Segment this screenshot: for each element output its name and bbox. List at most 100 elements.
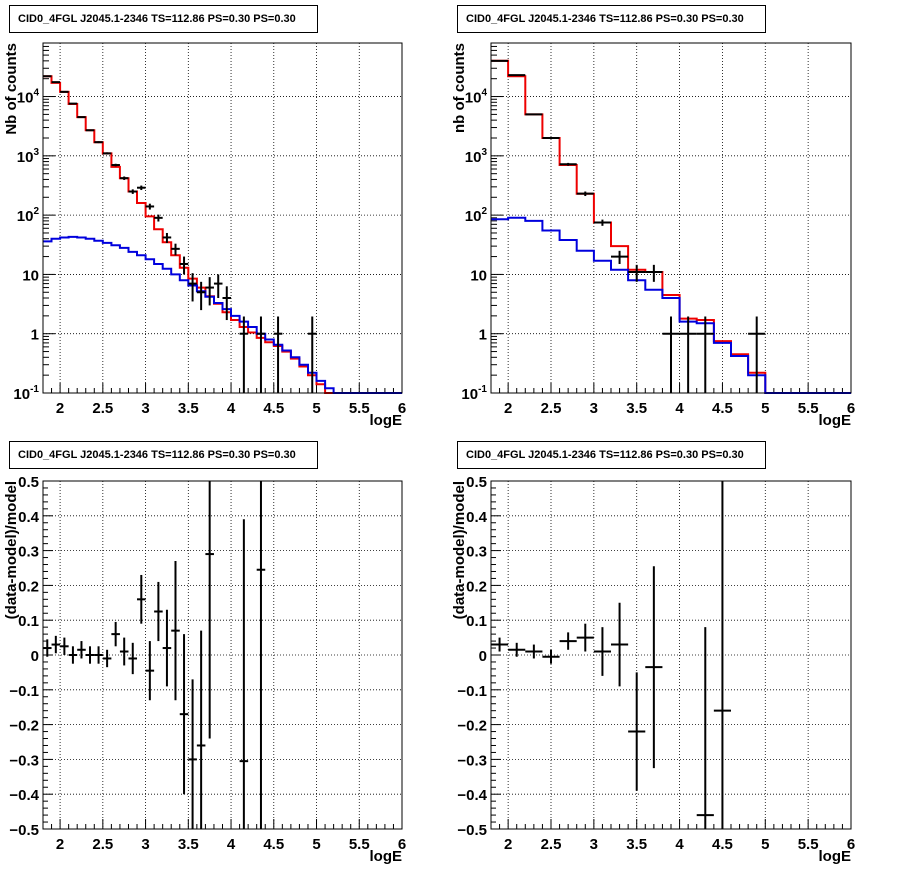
- data-point: [154, 581, 163, 642]
- data-point: [68, 102, 78, 105]
- data-point: [60, 637, 69, 655]
- data-point: [628, 672, 646, 791]
- data-point: [196, 281, 206, 311]
- x-axis-title: logE: [370, 848, 403, 865]
- data-point: [679, 316, 697, 393]
- y-tick-label: 102: [17, 206, 40, 225]
- data-point: [188, 273, 197, 302]
- data-point: [102, 649, 112, 668]
- data-point: [137, 185, 146, 191]
- x-tick-label: 2: [56, 400, 64, 417]
- x-tick-label: 3: [141, 836, 149, 853]
- data-point: [559, 632, 577, 650]
- y-tick-label: 0.2: [466, 578, 487, 595]
- plot-1: 2 2.5 3 3.5 4 4.5 5 5.5 6 10-1 1 10 102 103 104 logE Nb …: [3, 42, 406, 429]
- data-point: [145, 641, 155, 701]
- y-tick-label: 0.5: [18, 474, 39, 491]
- data-point: [179, 634, 189, 795]
- y-tick-label: 0.4: [466, 509, 488, 526]
- x-tick-label: 4: [227, 400, 236, 417]
- pad1-title: CID0_4FGL J2045.1-2346 TS=112.86 PS=0.30…: [9, 5, 318, 33]
- x-tick-label: 3.5: [178, 400, 199, 417]
- x-tick-label: 2.5: [92, 836, 113, 853]
- data-point: [145, 203, 155, 210]
- y-tick-label: 10: [22, 267, 39, 284]
- x-axis: 2 2.5 3 3.5 4 4.5 5 5.5 6: [42, 819, 406, 853]
- x-tick-label: 5: [312, 400, 320, 417]
- data-point: [128, 642, 138, 675]
- x-tick-label: 6: [398, 400, 406, 417]
- x-tick-label: 5: [761, 836, 769, 853]
- data-point: [645, 566, 663, 769]
- y-tick-label: 10-1: [461, 384, 487, 403]
- data-point: [196, 630, 206, 829]
- data-point: [128, 189, 138, 194]
- y-axis: 10-1 1 10 102 103 104: [13, 42, 55, 403]
- y-tick-label: −0.5: [457, 822, 487, 839]
- x-tick-label: 4.5: [712, 400, 733, 417]
- data-point: [51, 635, 61, 654]
- plot-frame: [490, 42, 852, 394]
- data-point: [43, 75, 52, 78]
- y-tick-label: 104: [465, 88, 488, 107]
- data-point: [179, 256, 189, 275]
- x-axis-title: logE: [819, 848, 852, 865]
- data-point: [94, 141, 103, 144]
- y-tick-label: −0.1: [457, 683, 487, 700]
- y-tick-label: 1: [31, 327, 39, 344]
- x-tick-label: 4.5: [263, 400, 284, 417]
- y-axis: −0.5 −0.4 −0.3 −0.2 −0.1 0 0.1 0.2 0.3 0.4 0.5: [457, 474, 501, 839]
- series-line-blue: [491, 216, 851, 394]
- data-point: [43, 639, 52, 657]
- y-axis-title: Nb of counts: [3, 43, 20, 135]
- x-tick-label: 4: [675, 836, 684, 853]
- data-point: [273, 316, 283, 393]
- data-point: [162, 609, 172, 687]
- data-point: [102, 152, 112, 155]
- y-tick-label: 10: [470, 267, 487, 284]
- data-point: [611, 250, 629, 264]
- x-tick-label: 2: [56, 836, 64, 853]
- x-tick-label: 4: [675, 400, 684, 417]
- y-tick-label: −0.4: [457, 787, 487, 804]
- data-point: [60, 90, 69, 93]
- data-point: [307, 316, 317, 393]
- pad3-title: CID0_4FGL J2045.1-2346 TS=112.86 PS=0.30…: [9, 441, 318, 469]
- data-point: [508, 642, 526, 657]
- data-point: [611, 602, 629, 687]
- data-point: [119, 637, 129, 666]
- data-point: [542, 136, 560, 139]
- x-axis-title: logE: [819, 412, 852, 429]
- x-tick-label: 2: [504, 836, 512, 853]
- data-point: [51, 81, 61, 84]
- x-tick-label: 2: [504, 400, 512, 417]
- data-point: [256, 481, 266, 829]
- data-point: [256, 316, 266, 393]
- x-tick-label: 2.5: [541, 836, 562, 853]
- y-tick-label: 10-1: [13, 384, 39, 403]
- data-point: [508, 74, 526, 77]
- data-point: [491, 637, 509, 652]
- y-axis-title: (data-model)/model: [3, 481, 20, 619]
- x-tick-label: 3: [590, 400, 598, 417]
- series-line-blue: [43, 235, 402, 394]
- pad4-title: CID0_4FGL J2045.1-2346 TS=112.86 PS=0.30…: [457, 441, 766, 469]
- data-point: [171, 243, 180, 256]
- x-tick-label: 6: [398, 836, 406, 853]
- data-point: [162, 232, 172, 243]
- plot-frame: [42, 480, 403, 830]
- y-tick-label: −0.5: [9, 822, 39, 839]
- y-tick-label: −0.3: [9, 752, 39, 769]
- x-tick-label: 4: [227, 836, 236, 853]
- x-tick-label: 5: [761, 400, 769, 417]
- data-point: [696, 316, 714, 393]
- data-point: [85, 646, 95, 664]
- data-point: [491, 59, 509, 62]
- data-point: [662, 316, 680, 393]
- x-tick-label: 5: [312, 836, 320, 853]
- data-point: [77, 116, 86, 119]
- y-tick-label: 0: [479, 648, 487, 665]
- y-tick-label: 0.1: [18, 613, 39, 630]
- data-point: [205, 277, 214, 306]
